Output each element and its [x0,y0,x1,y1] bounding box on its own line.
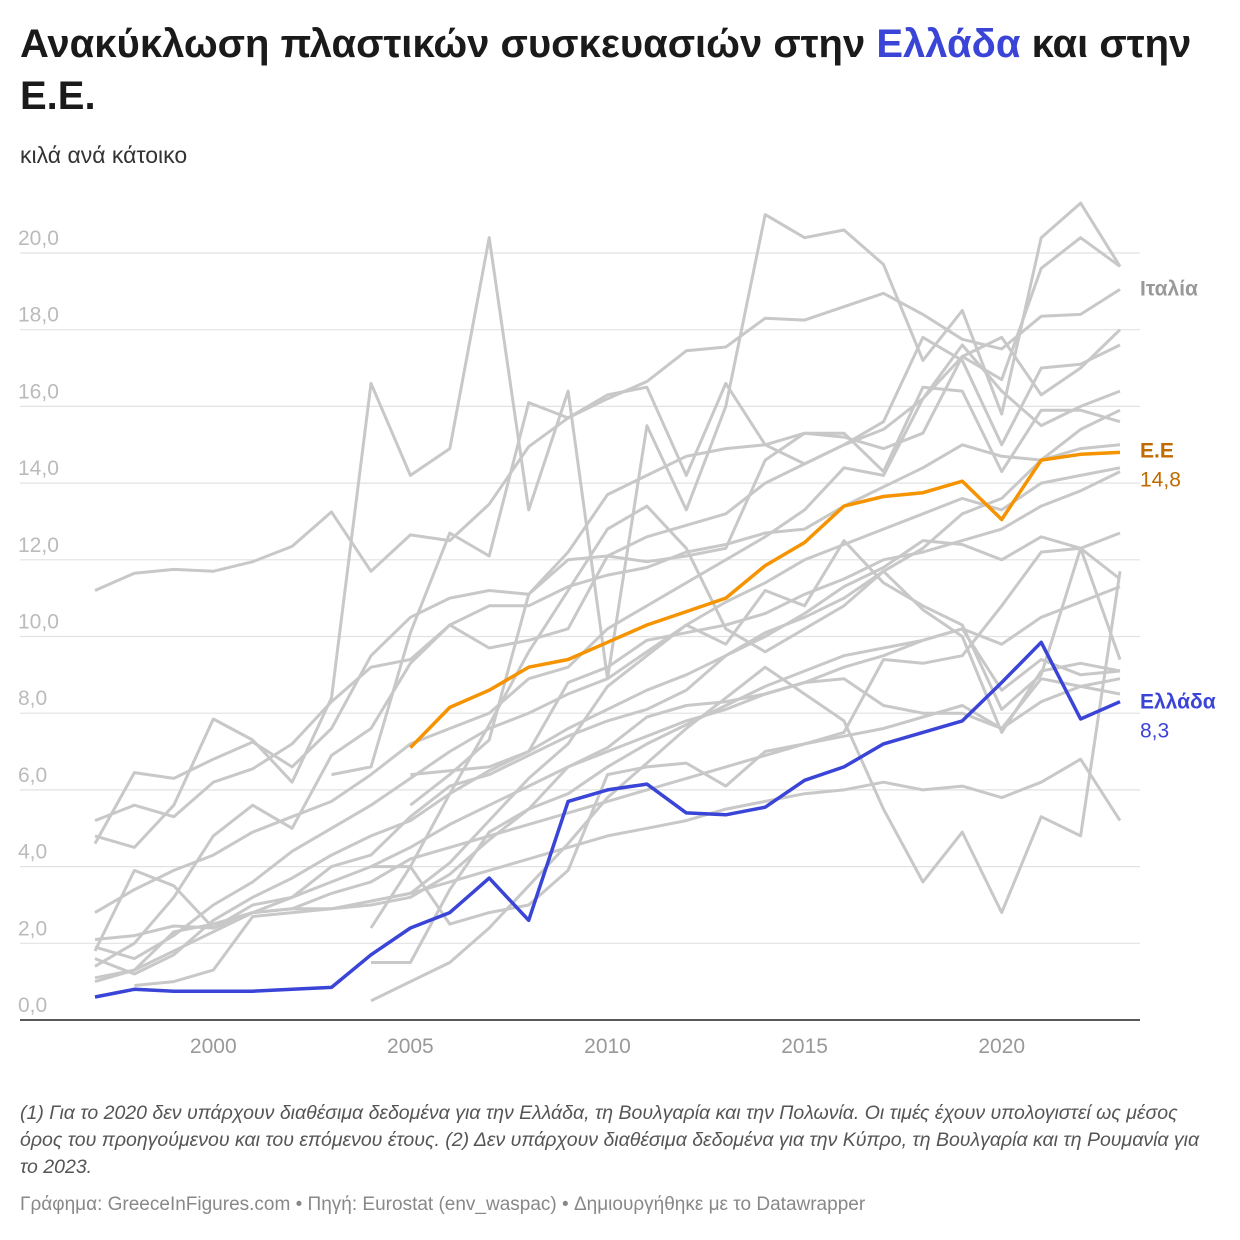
y-tick-label: 20,0 [18,227,59,250]
background-series-line [371,677,1121,964]
title-part2: και στην Ε.Ε. [20,22,1192,118]
greece-value-label: 8,3 [1140,720,1169,743]
eu-label: Ε.Ε [1140,439,1174,462]
title-highlight-greece: Ελλάδα [876,22,1021,66]
x-tick-label: 2020 [978,1035,1025,1058]
italy-label: Ιταλία [1140,277,1198,300]
background-series-line [93,343,1121,845]
italy-series-line [94,288,1121,592]
background-series-line [331,335,1121,777]
x-tick-label: 2000 [190,1035,237,1058]
y-tick-label: 0,0 [18,994,47,1017]
greece-series-line [94,640,1121,999]
background-country-lines [93,201,1122,1003]
background-series-line [371,546,1121,926]
y-tick-label: 18,0 [18,304,59,327]
footnotes: (1) Για το 2020 δεν υπάρχουν διαθέσιμα δ… [20,1102,1200,1178]
x-tick-label: 2005 [387,1035,434,1058]
title-part1: Ανακύκλωση πλαστικών συσκευασιών στην [20,22,877,66]
x-tick-labels: 2000 2005 2010 2015 2020 [190,1035,1025,1058]
background-series-line [370,539,1122,903]
y-tick-label: 12,0 [18,534,59,557]
background-series-line [370,571,1122,1003]
chart-subtitle: κιλά ανά κάτοικο [20,142,188,168]
eu-value-label: 14,8 [1140,468,1181,491]
x-tick-label: 2015 [781,1035,828,1058]
y-tick-label: 16,0 [18,380,59,403]
y-tick-label: 2,0 [18,917,47,940]
chart-title: Ανακύκλωση πλαστικών συσκευασιών στην Ελ… [20,18,1220,122]
background-series-line [94,677,1121,980]
background-series-line [134,757,1122,987]
line-chart: 0,02,04,06,08,010,012,014,016,018,020,0 … [18,201,1216,1058]
y-tick-label: 8,0 [18,687,47,710]
greece-label: Ελλάδα [1140,691,1216,714]
y-tick-label: 4,0 [18,841,47,864]
y-tick-label: 6,0 [18,764,47,787]
background-series-line [94,443,1121,968]
background-series-line [94,328,1122,914]
series-labels: Ιταλία Ε.Ε 14,8 Ελλάδα 8,3 [1140,277,1216,742]
background-series-line [410,470,1121,777]
x-tick-label: 2010 [584,1035,631,1058]
eu-series-line [409,450,1121,749]
highlighted-lines [94,450,1121,999]
y-tick-label: 10,0 [18,611,59,634]
source-byline: Γράφημα: GreeceInFigures.com • Πηγή: Eur… [20,1194,866,1215]
background-series-line [94,466,1121,961]
background-series-line [409,385,1121,807]
y-tick-label: 14,0 [18,457,59,480]
background-series-line [94,408,1121,941]
